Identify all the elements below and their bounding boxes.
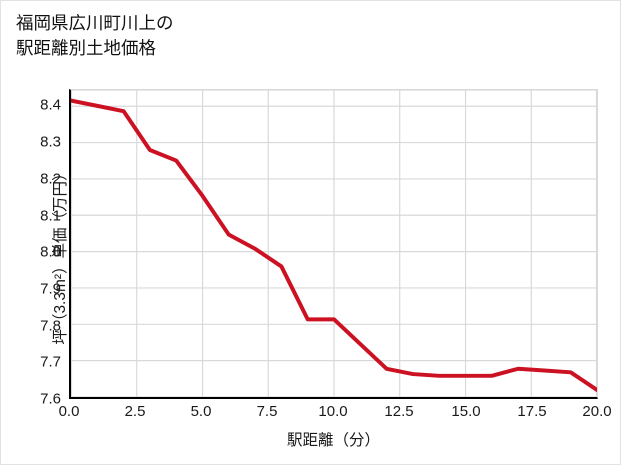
x-tick-label: 15.0 [451, 403, 481, 420]
chart-title: 福岡県広川町川上の 駅距離別土地価格 [16, 13, 174, 58]
x-tick-label: 10.0 [318, 403, 348, 420]
x-tick-label: 7.5 [256, 403, 278, 420]
data-line [71, 98, 597, 392]
x-tick-label: 5.0 [190, 403, 212, 420]
plot-area [69, 89, 598, 399]
x-tick-label: 12.5 [384, 403, 414, 420]
x-axis-label: 駅距離（分） [286, 432, 380, 449]
x-tick-label: 20.0 [582, 403, 612, 420]
y-axis-label: 坪（3.3m²）単価（万円） [52, 165, 69, 345]
x-tick-label: 17.5 [517, 403, 547, 420]
x-tick-label: 2.5 [124, 403, 146, 420]
x-tick-label: 0.0 [58, 403, 80, 420]
grid-lines [71, 90, 597, 397]
